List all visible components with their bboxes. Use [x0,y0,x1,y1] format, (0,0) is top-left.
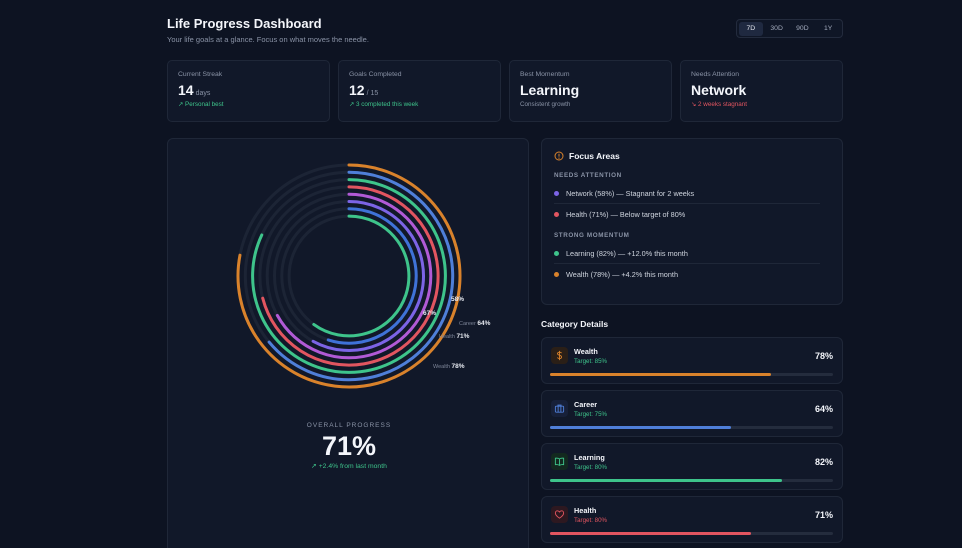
page-subtitle: Your life goals at a glance. Focus on wh… [167,35,369,44]
stat-card-momentum: Best Momentum Learning Consistent growth [509,60,672,122]
stat-card-attention: Needs Attention Network ↘ 2 weeks stagna… [680,60,843,122]
category-name: Career [574,400,598,409]
stat-value: 14 days [178,82,211,98]
ring-value-label: 58% [451,296,464,303]
category-card-career[interactable]: Career Target: 75% 64% [541,390,843,437]
stat-note: ↘ 2 weeks stagnant [691,101,748,108]
stat-card-goals: Goals Completed 12/ 15 ↗ 3 completed thi… [338,60,501,122]
stat-label: Needs Attention [691,71,739,78]
ring-arc-6[interactable] [326,207,418,345]
overall-progress-change: ↗ +2.4% from last month [311,463,387,470]
category-percent: 78% [814,351,833,361]
ring-arc-learning[interactable] [251,178,447,374]
briefcase-icon [551,400,568,417]
ring-arc-5[interactable] [311,200,425,352]
stat-note: ↗ Personal best [178,101,224,108]
stat-label: Best Momentum [520,71,570,78]
category-target: Target: 80% [574,517,608,524]
category-percent: 64% [814,404,833,414]
stat-value: Learning [520,82,580,98]
status-dot [554,250,559,256]
progress-track [550,373,833,376]
category-name: Wealth [574,347,598,356]
ring-arc-wealth[interactable] [236,163,462,389]
header: Life Progress Dashboard Your life goals … [167,14,843,54]
status-dot [554,272,559,277]
progress-chart-panel: Wealth 78% Career 64% Health 71% 67% 58% OVE… [167,138,529,548]
focus-areas-header: Focus Areas [554,151,830,161]
ring-arc-career[interactable] [267,170,455,382]
progress-fill [550,426,732,429]
category-percent: 71% [814,510,833,520]
trend-up-icon: ↗ [349,101,357,108]
stat-value: 12/ 15 [349,82,379,98]
stat-note: ↗ 3 completed this week [349,101,419,108]
progress-track [550,426,833,429]
radial-progress-chart: Wealth 78% Career 64% Health 71% 67% 58% [236,163,491,389]
heart-icon [551,506,568,523]
ring-value-label: Health 71% [439,333,470,340]
trend-up-icon: ↗ [178,101,186,108]
category-card-learning[interactable]: Learning Target: 80% 82% [541,443,843,490]
progress-fill [550,479,783,482]
category-target: Target: 80% [574,464,608,471]
dollar-icon [551,347,568,364]
strong-momentum-heading: STRONG MOMENTUM [554,232,630,239]
focus-item[interactable]: Wealth (78%) — +4.2% this month [554,264,820,285]
page-title: Life Progress Dashboard [167,16,322,31]
category-target: Target: 75% [574,411,608,418]
progress-fill [550,373,771,376]
stat-label: Goals Completed [349,71,402,78]
range-30d-button[interactable]: 30D [770,24,783,32]
category-card-wealth[interactable]: Wealth Target: 85% 78% [541,337,843,384]
stat-unit: / 15 [366,90,379,97]
stat-note: Consistent growth [520,101,571,108]
needs-attention-heading: NEEDS ATTENTION [554,172,622,179]
ring-value-label: 67% [423,310,436,317]
overall-progress: OVERALL PROGRESS 71% ↗ +2.4% from last m… [168,422,530,470]
progress-track [550,479,833,482]
category-target: Target: 85% [574,358,608,365]
trend-up-icon: ↗ [311,463,319,470]
focus-areas-title: Focus Areas [569,151,620,161]
focus-item[interactable]: Health (71%) — Below target of 80% [554,204,820,225]
stat-label: Current Streak [178,71,223,78]
ring-value-label: Wealth 78% [433,363,465,370]
category-details-title: Category Details [541,319,609,329]
category-name: Health [574,506,597,515]
focus-item[interactable]: Learning (82%) — +12.0% this month [554,243,820,264]
progress-fill [550,532,751,535]
range-1y-button[interactable]: 1Y [823,24,833,32]
alert-circle-icon [554,151,564,161]
book-icon [551,453,568,470]
overall-progress-label: OVERALL PROGRESS [306,422,392,429]
status-dot [554,212,559,217]
progress-track [550,532,833,535]
stat-value: Network [691,82,747,98]
range-90d-button[interactable]: 90D [796,24,809,32]
focus-item[interactable]: Network (58%) — Stagnant for 2 weeks [554,183,820,204]
status-dot [554,190,559,196]
ring-arc-4[interactable] [275,192,433,360]
focus-areas-panel: Focus Areas NEEDS ATTENTION Network (58%… [541,138,843,305]
range-7d-button[interactable]: 7D [739,21,763,36]
ring-value-label: Career 64% [459,320,491,327]
time-range-selector: 7D 30D 90D 1Y [736,19,843,38]
category-name: Learning [574,453,605,462]
category-card-health[interactable]: Health Target: 80% 71% [541,496,843,543]
category-percent: 82% [814,457,833,467]
stat-unit: days [195,90,211,97]
overall-progress-value: 71% [321,431,377,461]
stat-card-streak: Current Streak 14 days ↗ Personal best [167,60,330,122]
trend-down-icon: ↘ [691,101,699,108]
ring-arc-health[interactable] [261,185,440,367]
ring-arc-7[interactable] [312,214,411,338]
